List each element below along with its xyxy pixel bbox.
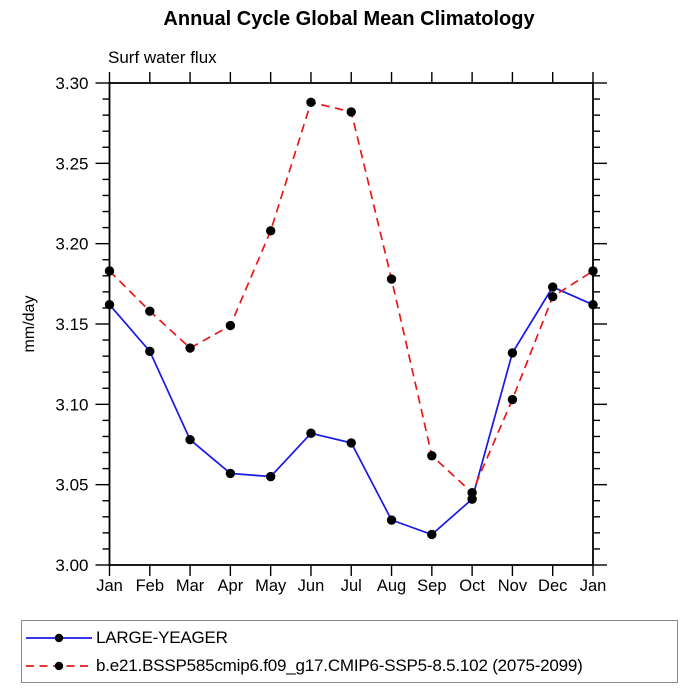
data-point-marker — [306, 97, 316, 107]
chart-title: Annual Cycle Global Mean Climatology — [163, 8, 535, 30]
data-point-marker — [507, 348, 518, 358]
y-tick-label: 3.15 — [55, 315, 88, 334]
data-point-marker — [145, 346, 155, 357]
legend-marker-dot — [54, 661, 64, 670]
series-line-0 — [108, 285, 594, 536]
x-tick-label: Mar — [176, 577, 205, 595]
x-tick-label: Jan — [96, 577, 123, 595]
data-point-marker — [306, 428, 316, 438]
legend-item-model: b.e21.BSSP585cmip6.f09_g17.CMIP6-SSP5-8.… — [24, 652, 677, 680]
data-point-marker — [467, 488, 477, 498]
y-tick-label: 3.10 — [55, 395, 88, 414]
series-line-1 — [108, 101, 594, 495]
legend-label: LARGE-YEAGER — [96, 627, 228, 647]
y-tick-label: 3.00 — [55, 556, 88, 575]
data-point-marker — [427, 529, 437, 540]
legend-line-marker-icon — [26, 633, 92, 642]
y-tick-label: 3.25 — [55, 154, 88, 173]
x-tick-label: Oct — [459, 577, 485, 595]
y-tick-label: 3.05 — [55, 476, 88, 495]
x-tick-label: Sep — [417, 577, 446, 595]
legend-item-large-yeager: LARGE-YEAGER — [24, 624, 677, 652]
data-point-marker — [225, 468, 236, 479]
data-point-marker — [145, 306, 155, 316]
data-point-marker — [588, 300, 598, 310]
legend-marker-dot — [54, 633, 64, 642]
legend-box: LARGE-YEAGER b.e21.BSSP585cmip6.f09_g17.… — [21, 620, 678, 683]
legend-label: b.e21.BSSP585cmip6.f09_g17.CMIP6-SSP5-8.… — [96, 655, 583, 675]
data-point-marker — [265, 226, 276, 236]
data-point-marker — [265, 471, 276, 482]
data-point-marker — [427, 451, 437, 461]
data-point-marker — [386, 515, 397, 525]
x-tick-label: Nov — [498, 577, 528, 595]
data-point-marker — [467, 494, 477, 504]
x-tick-label: Jan — [580, 577, 607, 595]
x-tick-label: May — [255, 577, 287, 595]
chart-subtitle: Surf water flux — [108, 48, 217, 67]
data-point-marker — [185, 343, 195, 353]
axis-frame — [108, 82, 594, 566]
data-point-marker — [507, 394, 518, 405]
data-point-marker — [104, 300, 115, 310]
data-point-marker — [548, 291, 558, 302]
data-point-marker — [346, 107, 356, 117]
x-tick-label: Jun — [298, 577, 325, 595]
legend-line-marker-icon — [26, 661, 92, 670]
data-point-marker — [386, 274, 397, 284]
x-tick-label: Apr — [218, 577, 244, 595]
data-point-marker — [185, 434, 195, 445]
data-point-marker — [225, 320, 236, 331]
data-point-marker — [548, 282, 558, 292]
x-tick-label: Dec — [538, 577, 567, 595]
y-tick-label: 3.20 — [55, 235, 88, 254]
data-point-marker — [104, 266, 115, 276]
data-point-marker — [346, 438, 356, 448]
data-point-marker — [588, 266, 598, 276]
x-tick-label: Jul — [341, 577, 362, 595]
x-tick-label: Feb — [136, 577, 164, 595]
y-tick-label: 3.30 — [55, 74, 88, 93]
x-tick-label: Aug — [377, 577, 406, 595]
